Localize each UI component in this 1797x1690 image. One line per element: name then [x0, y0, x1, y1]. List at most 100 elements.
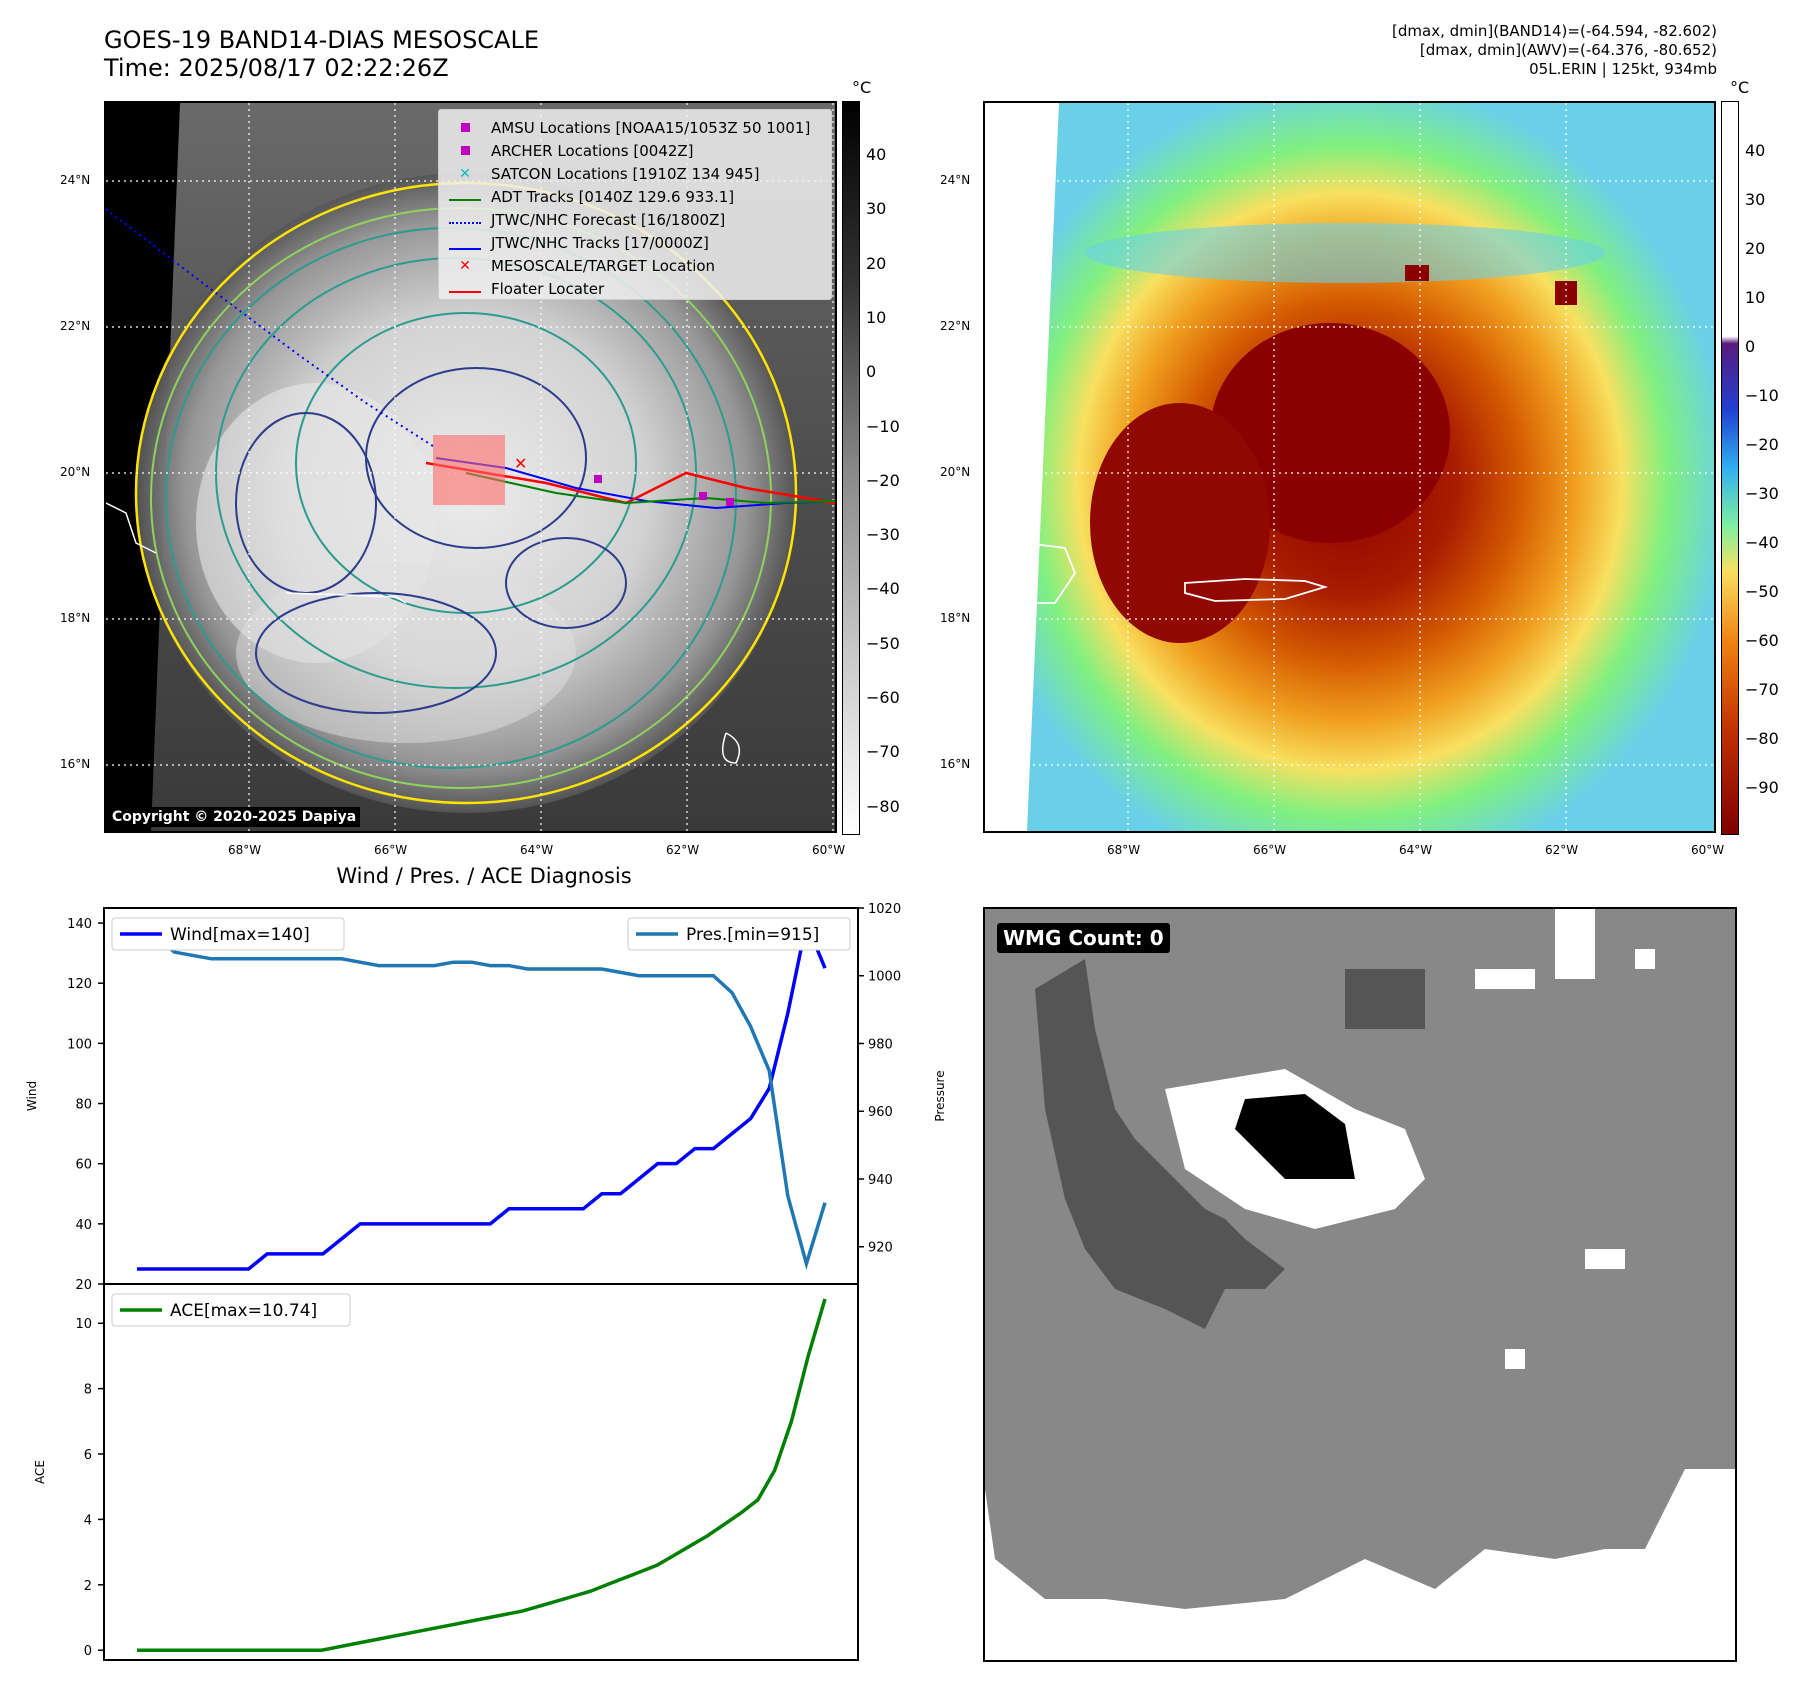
- ir-lat-tick: 24°N: [60, 173, 91, 187]
- colorbar-tick-label: 30: [866, 199, 887, 219]
- color-lat-tick: 22°N: [940, 319, 971, 333]
- colorbar-tick-label: −80: [866, 796, 900, 816]
- colorbar-tick-label: −50: [866, 633, 900, 653]
- ace-axis-label: ACE: [33, 1460, 47, 1484]
- colorbar-tick-label: −30: [1745, 484, 1779, 503]
- ir-lon-tick: 64°W: [520, 843, 554, 857]
- legend-label: JTWC/NHC Forecast [16/1800Z]: [491, 210, 726, 229]
- pressure-legend-box: [627, 917, 851, 951]
- colorbar-tick-label: 0: [866, 362, 877, 382]
- diagnosis-chart: 1401201008060402010201000980960940920108…: [25, 902, 947, 1661]
- legend-entry: JTWC/NHC Tracks [17/0000Z]: [447, 231, 827, 254]
- color-map-panel: [983, 101, 1716, 833]
- ir-lon-tick: 62°W: [666, 843, 700, 857]
- legend-label: Floater Locater: [491, 279, 605, 298]
- ace-tick-label: 0: [84, 1644, 92, 1659]
- bottom-axes-frame: [103, 1283, 859, 1661]
- pressure-tick-label: 940: [868, 1173, 893, 1188]
- stats-line-2: [dmax, dmin](AWV)=(-64.376, -80.652): [1419, 41, 1717, 59]
- colorbar-tick-label: 0: [1745, 337, 1756, 356]
- pressure-tick-label: 920: [868, 1241, 893, 1256]
- pressure-tick-label: 960: [868, 1105, 893, 1120]
- colorbar-tick-label: −40: [866, 579, 900, 599]
- color-lon-tick: 60°W: [1691, 843, 1725, 857]
- legend-swatch: [447, 236, 483, 250]
- legend-swatch: [447, 213, 483, 227]
- color-colorbar: [1721, 101, 1739, 835]
- colorbar-tick-label: −70: [866, 742, 900, 762]
- color-lat-tick: 18°N: [940, 611, 971, 625]
- pressure-tick-label: 980: [868, 1037, 893, 1052]
- wind-axis-label: Wind: [25, 1081, 39, 1111]
- wmg-image: [985, 909, 1735, 1660]
- wmg-panel: WMG Count: 0: [983, 907, 1737, 1662]
- wind-tick-label: 120: [67, 977, 92, 992]
- legend-swatch: [447, 121, 483, 135]
- wind-legend-box: [111, 917, 345, 951]
- colorbar-tick-label: −70: [1745, 680, 1779, 699]
- ace-legend-label: ACE[max=10.74]: [170, 1301, 317, 1321]
- legend-swatch: ✕: [459, 165, 471, 182]
- color-lat-tick: 20°N: [940, 465, 971, 479]
- legend-swatch: [447, 190, 483, 204]
- colorbar-tick-label: −90: [1745, 778, 1779, 797]
- ace-tick-label: 2: [84, 1579, 92, 1594]
- ir-lon-tick: 66°W: [374, 843, 408, 857]
- wind-tick-label: 20: [75, 1278, 92, 1293]
- ir-lat-tick: 18°N: [60, 611, 91, 625]
- ace-series-line: [137, 1298, 827, 1652]
- color-lat-tick: 24°N: [940, 173, 971, 187]
- color-lon-tick: 62°W: [1545, 843, 1579, 857]
- colorbar-tick-label: 20: [1745, 239, 1766, 258]
- color-lon-tick: 64°W: [1399, 843, 1433, 857]
- legend-entry: ✕ MESOSCALE/TARGET Location: [447, 254, 827, 277]
- legend-swatch: [447, 282, 483, 296]
- stats-line-3: 05L.ERIN | 125kt, 934mb: [1529, 60, 1717, 78]
- ir-legend: AMSU Locations [NOAA15/1053Z 50 1001] ARC…: [438, 109, 832, 300]
- wind-tick-label: 80: [75, 1098, 92, 1113]
- legend-label: SATCON Locations [1910Z 134 945]: [491, 164, 760, 183]
- wind-tick-label: 40: [75, 1218, 92, 1233]
- ir-lat-tick: 20°N: [60, 465, 91, 479]
- colorbar-tick-label: −30: [866, 525, 900, 545]
- ace-tick-label: 4: [84, 1513, 92, 1528]
- color-map-image: [985, 103, 1714, 831]
- legend-label: JTWC/NHC Tracks [17/0000Z]: [491, 233, 709, 252]
- legend-label: ARCHER Locations [0042Z]: [491, 141, 694, 160]
- legend-swatch: ✕: [459, 257, 471, 274]
- wmg-count-label: WMG Count: 0: [997, 923, 1170, 953]
- colorbar-tick-label: 20: [866, 253, 887, 273]
- title-line-1: GOES-19 BAND14-DIAS MESOSCALE: [104, 26, 540, 54]
- legend-entry: ARCHER Locations [0042Z]: [447, 139, 827, 162]
- ir-colorbar-unit: °C: [852, 78, 872, 97]
- stats-line-1: [dmax, dmin](BAND14)=(-64.594, -82.602): [1392, 22, 1717, 40]
- legend-label: ADT Tracks [0140Z 129.6 933.1]: [491, 187, 735, 206]
- title-line-2: Time: 2025/08/17 02:22:26Z: [104, 54, 449, 82]
- colorbar-tick-label: 40: [1745, 141, 1766, 160]
- stats-header: [dmax, dmin](BAND14)=(-64.594, -82.602)[…: [1392, 22, 1717, 79]
- ir-lon-tick: 60°W: [812, 843, 846, 857]
- pressure-legend-label: Pres.[min=915]: [686, 925, 819, 945]
- color-lon-tick: 68°W: [1107, 843, 1141, 857]
- colorbar-tick-label: −20: [866, 470, 900, 490]
- ace-tick-label: 8: [84, 1383, 92, 1398]
- pressure-axis-label: Pressure: [933, 1070, 947, 1121]
- colorbar-tick-label: −60: [1745, 631, 1779, 650]
- pressure-series-line: [137, 933, 827, 1270]
- colorbar-tick-label: −10: [866, 416, 900, 436]
- ace-tick-label: 10: [75, 1317, 92, 1332]
- colorbar-tick-label: −60: [866, 688, 900, 707]
- legend-entry: ✕ SATCON Locations [1910Z 134 945]: [447, 162, 827, 185]
- colorbar-tick-label: 10: [866, 307, 887, 327]
- ir-colorbar: [842, 101, 860, 835]
- colorbar-tick-label: 10: [1745, 288, 1766, 307]
- colorbar-tick-label: −40: [1745, 533, 1779, 552]
- diagnosis-title: Wind / Pres. / ACE Diagnosis: [336, 864, 632, 888]
- colorbar-tick-label: −10: [1745, 386, 1779, 405]
- legend-entry: Floater Locater: [447, 277, 827, 300]
- ir-lat-tick: 16°N: [60, 757, 91, 771]
- colorbar-tick-label: −80: [1745, 729, 1779, 748]
- copyright-label: Copyright © 2020-2025 Dapiya: [108, 807, 361, 827]
- legend-entry: AMSU Locations [NOAA15/1053Z 50 1001]: [447, 116, 827, 139]
- legend-entry: ADT Tracks [0140Z 129.6 933.1]: [447, 185, 827, 208]
